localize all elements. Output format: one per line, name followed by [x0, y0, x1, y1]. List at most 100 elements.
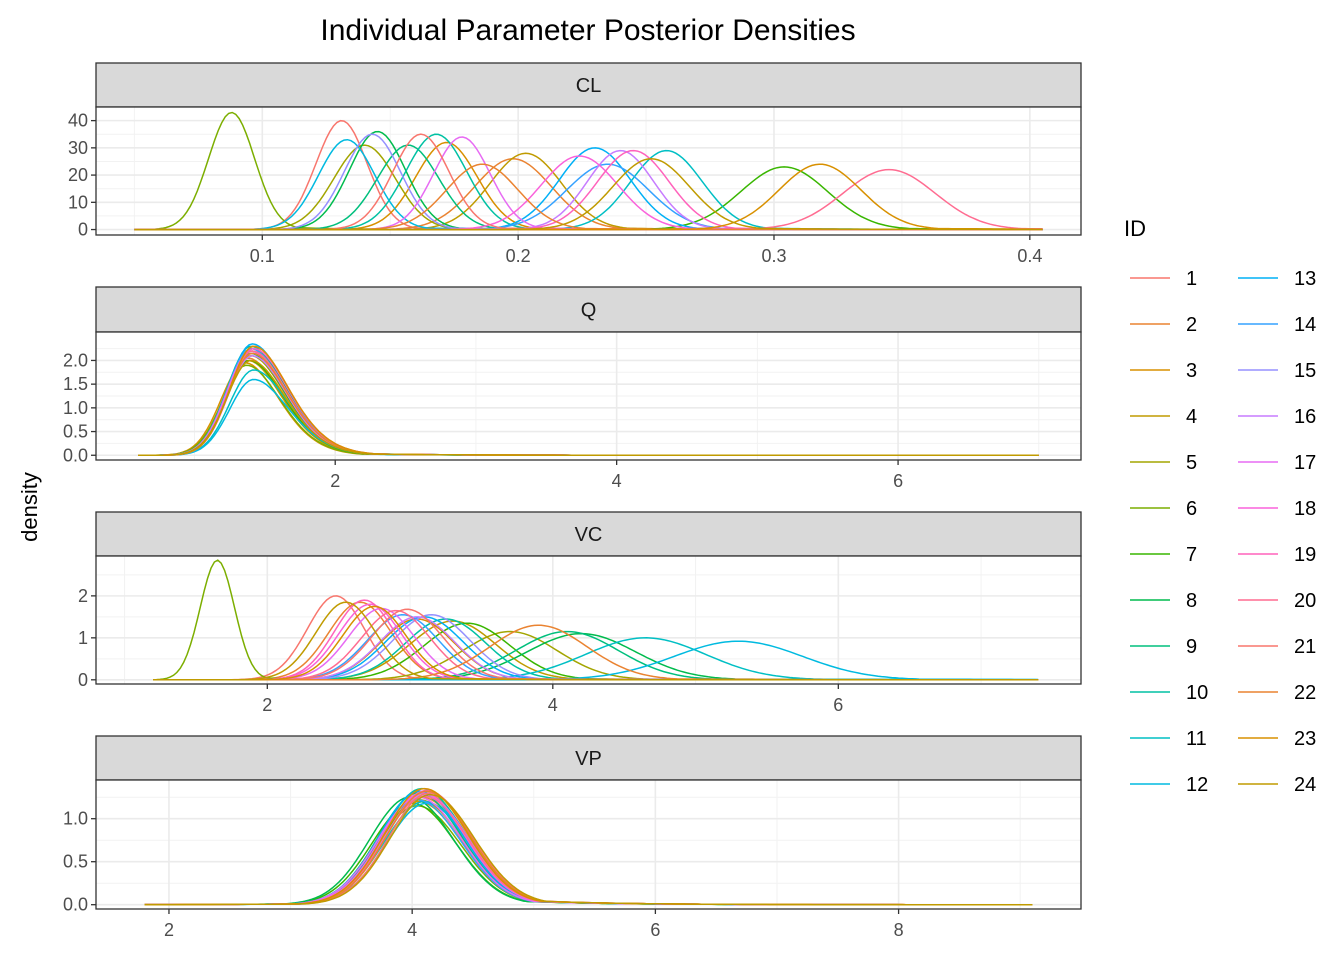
x-tick-label: 0.3	[761, 246, 786, 266]
x-tick-label: 4	[548, 695, 558, 715]
legend-label: 23	[1294, 728, 1316, 750]
legend-title: ID	[1124, 216, 1146, 241]
panel-border	[95, 331, 1082, 461]
legend-item-11: 11	[1130, 728, 1207, 750]
legend-label: 5	[1186, 452, 1197, 474]
legend-item-21: 21	[1238, 636, 1316, 658]
legend-label: 22	[1294, 682, 1316, 704]
legend-label: 17	[1294, 452, 1316, 474]
panel-border	[95, 555, 1082, 685]
chart-title: Individual Parameter Posterior Densities	[320, 14, 855, 47]
legend-item-12: 12	[1130, 774, 1208, 796]
panel-border	[95, 106, 1082, 236]
y-tick-label: 1	[78, 628, 88, 648]
y-tick-label: 0.5	[63, 852, 88, 872]
facet-strip	[95, 286, 1082, 333]
density-curve-id-24	[153, 601, 1039, 681]
y-tick-label: 0	[78, 220, 88, 240]
legend-item-13: 13	[1238, 268, 1316, 290]
facet-strip-label: CL	[576, 75, 602, 97]
y-tick-label: 2	[78, 586, 88, 606]
y-tick-label: 1.0	[63, 809, 88, 829]
y-tick-label: 30	[68, 138, 88, 158]
legend-item-24: 24	[1238, 774, 1316, 796]
legend-label: 21	[1294, 636, 1316, 658]
legend-label: 3	[1186, 360, 1197, 382]
x-tick-label: 4	[612, 471, 622, 491]
density-curve-id-24	[134, 157, 1043, 231]
legend-label: 15	[1294, 360, 1316, 382]
x-tick-label: 6	[833, 695, 843, 715]
legend-label: 6	[1186, 498, 1197, 520]
legend: ID 1234567891011121314151617181920212223…	[1124, 216, 1316, 796]
legend-item-2: 2	[1130, 314, 1197, 336]
legend-label: 10	[1186, 682, 1208, 704]
legend-item-16: 16	[1238, 406, 1316, 428]
facet-strip-label: VP	[575, 748, 602, 770]
y-tick-label: 0.0	[63, 895, 88, 915]
legend-label: 4	[1186, 406, 1197, 428]
legend-label: 12	[1186, 774, 1208, 796]
y-tick-label: 0.5	[63, 422, 88, 442]
x-tick-label: 2	[262, 695, 272, 715]
legend-label: 1	[1186, 268, 1197, 290]
facet-strip	[95, 735, 1082, 781]
legend-item-18: 18	[1238, 498, 1316, 520]
legend-item-6: 6	[1130, 498, 1197, 520]
legend-item-4: 4	[1130, 406, 1197, 428]
legend-item-7: 7	[1130, 544, 1197, 566]
density-curve-id-24	[144, 793, 1033, 906]
panel-background	[96, 556, 1081, 684]
legend-label: 16	[1294, 406, 1316, 428]
legend-label: 7	[1186, 544, 1197, 566]
facet-strip-label: Q	[581, 300, 597, 322]
y-tick-label: 40	[68, 111, 88, 131]
legend-label: 9	[1186, 636, 1197, 658]
x-tick-label: 2	[330, 471, 340, 491]
y-tick-label: 10	[68, 192, 88, 212]
y-tick-label: 2.0	[63, 350, 88, 370]
x-tick-label: 0.4	[1017, 246, 1042, 266]
legend-label: 11	[1186, 728, 1207, 750]
legend-item-10: 10	[1130, 682, 1208, 704]
legend-label: 24	[1294, 774, 1316, 796]
legend-label: 14	[1294, 314, 1316, 336]
facet-strip-label: VC	[575, 524, 603, 546]
legend-label: 18	[1294, 498, 1316, 520]
x-tick-label: 0.2	[506, 246, 531, 266]
panel-border	[95, 779, 1082, 910]
legend-item-3: 3	[1130, 360, 1197, 382]
legend-item-9: 9	[1130, 636, 1197, 658]
x-tick-label: 0.1	[250, 246, 275, 266]
legend-item-1: 1	[1130, 268, 1197, 290]
x-tick-label: 4	[407, 920, 417, 940]
y-axis-label: density	[17, 472, 42, 542]
legend-item-5: 5	[1130, 452, 1197, 474]
legend-item-20: 20	[1238, 590, 1316, 612]
y-tick-label: 1.0	[63, 398, 88, 418]
legend-item-15: 15	[1238, 360, 1316, 382]
x-tick-label: 8	[894, 920, 904, 940]
facet-strip	[95, 511, 1082, 557]
legend-label: 8	[1186, 590, 1197, 612]
x-tick-label: 6	[893, 471, 903, 491]
y-tick-label: 1.5	[63, 374, 88, 394]
legend-item-17: 17	[1238, 452, 1316, 474]
legend-label: 2	[1186, 314, 1197, 336]
y-tick-label: 0.0	[63, 445, 88, 465]
x-tick-label: 2	[164, 920, 174, 940]
legend-label: 20	[1294, 590, 1316, 612]
density-curve-id-24	[138, 359, 1039, 457]
panel-background	[96, 780, 1081, 909]
legend-item-8: 8	[1130, 590, 1197, 612]
legend-item-23: 23	[1238, 728, 1316, 750]
legend-item-22: 22	[1238, 682, 1316, 704]
y-tick-label: 0	[78, 670, 88, 690]
y-tick-label: 20	[68, 165, 88, 185]
legend-item-14: 14	[1238, 314, 1316, 336]
facet-strip	[95, 62, 1082, 108]
x-tick-label: 6	[650, 920, 660, 940]
facet-panel-q: Q 0.0 0.5 1.0 1.5 2.0 2 4 6	[63, 286, 1082, 491]
